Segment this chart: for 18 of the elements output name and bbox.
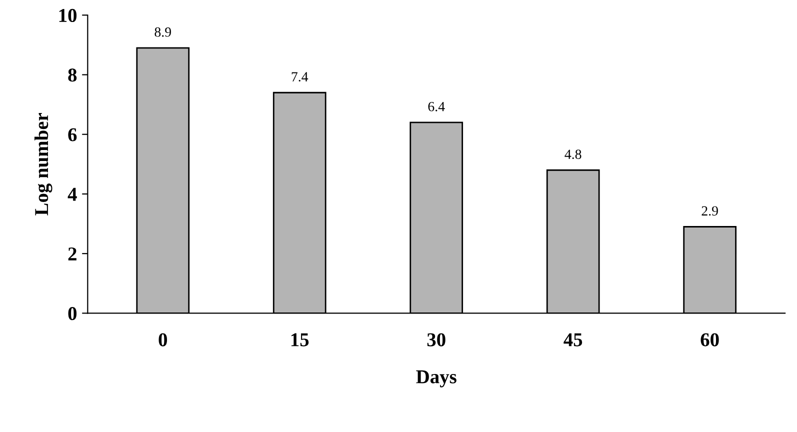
data-label: 2.9 <box>702 206 718 216</box>
x-tick-label: 15 <box>291 333 309 346</box>
y-tick-label: 10 <box>59 8 77 22</box>
data-label: 8.9 <box>154 27 171 37</box>
y-tick-label: 4 <box>68 188 77 201</box>
x-axis-title: Days <box>416 370 456 388</box>
data-label: 6.4 <box>428 102 445 112</box>
x-tick-label: 60 <box>700 333 719 346</box>
x-tick-label: 45 <box>564 333 582 346</box>
x-tick-label: 0 <box>158 333 167 346</box>
y-tick-label: 6 <box>68 128 77 142</box>
x-tick-label: 30 <box>427 333 446 346</box>
data-label: 4.8 <box>564 150 582 160</box>
y-tick-label: 8 <box>68 68 77 82</box>
y-axis-title: Log number <box>34 112 52 216</box>
y-tick-label: 2 <box>68 247 76 260</box>
y-tick-label: 0 <box>68 307 77 320</box>
data-label: 7.4 <box>292 72 308 82</box>
